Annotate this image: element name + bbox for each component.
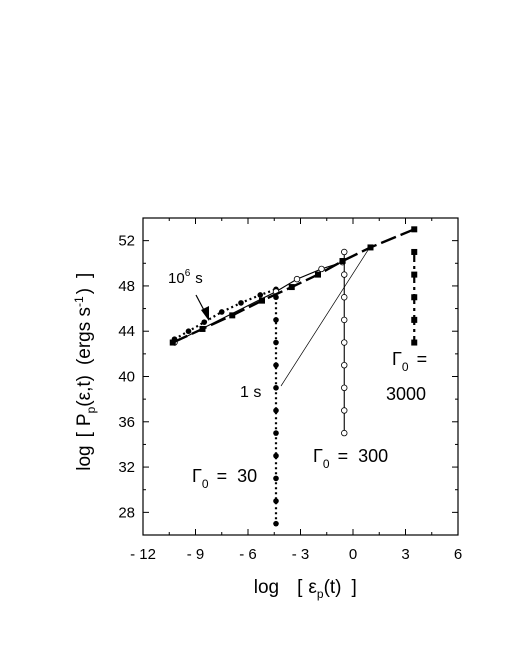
label-10e6s-unit: s xyxy=(195,270,203,287)
label-gamma3000: Γ0 = xyxy=(392,349,427,374)
data-point xyxy=(288,284,295,291)
data-point xyxy=(273,385,279,391)
x-tick-label: - 6 xyxy=(239,546,257,563)
y-tick-label: 52 xyxy=(118,233,135,250)
x-axis-title-t: (t) xyxy=(324,577,342,598)
gamma300-symbol: Γ xyxy=(313,446,323,466)
data-point xyxy=(341,339,348,346)
y-axis-title-exp: -1 xyxy=(72,296,86,307)
series-group xyxy=(169,226,418,527)
data-point xyxy=(411,271,418,278)
y-axis-title-args: (ε,t) xyxy=(74,375,95,407)
data-point xyxy=(273,430,279,436)
gamma30-sub: 0 xyxy=(202,477,209,491)
y-axis-title-rparen: ) xyxy=(74,288,95,294)
label-gamma3000-value: 3000 xyxy=(386,384,426,404)
annotation-leaders xyxy=(195,246,371,387)
data-point xyxy=(273,407,279,414)
data-point xyxy=(341,248,348,256)
data-point xyxy=(341,271,348,278)
data-point xyxy=(257,292,264,298)
y-tick-label: 40 xyxy=(118,369,135,386)
y-axis-title-rbracket: ] xyxy=(74,273,95,278)
plot-frame xyxy=(142,217,459,536)
label-10e6s-base: 10 xyxy=(168,270,185,287)
data-point xyxy=(273,317,279,323)
data-point xyxy=(293,275,301,283)
data-point xyxy=(273,362,279,368)
y-tick-label: 44 xyxy=(118,323,135,340)
data-point xyxy=(273,339,279,346)
x-axis-title-lbracket: [ xyxy=(297,577,303,598)
x-tick-label: 0 xyxy=(349,546,357,563)
data-point xyxy=(273,452,279,459)
data-point xyxy=(273,475,279,482)
gamma30-symbol: Γ xyxy=(192,466,202,486)
y-tick-label: 36 xyxy=(118,414,135,431)
data-point xyxy=(229,312,236,319)
y-axis-title-P: P xyxy=(74,413,95,426)
data-point xyxy=(411,226,418,233)
x-axis-title-epsilon: ε xyxy=(308,577,317,598)
data-point xyxy=(259,297,265,304)
x-tick-label: - 12 xyxy=(130,546,156,563)
x-axis-title-sub: p xyxy=(317,587,324,601)
data-point xyxy=(273,498,279,504)
data-point xyxy=(367,244,374,251)
data-point xyxy=(341,384,348,392)
label-10e6s-exp: 6 xyxy=(185,268,191,279)
data-point xyxy=(339,258,346,265)
label-gamma300: Γ0 = 300 xyxy=(313,446,388,471)
gamma3000-text: = xyxy=(417,349,428,369)
data-point xyxy=(411,316,418,323)
data-point xyxy=(341,294,348,301)
data-point xyxy=(411,248,418,255)
x-tick-label: - 3 xyxy=(292,546,310,563)
x-axis-title: log [εp(t)] xyxy=(227,577,372,601)
data-point xyxy=(238,300,244,306)
data-point xyxy=(185,328,192,335)
annotation-leader-1s xyxy=(280,246,371,387)
y-tick-label: 32 xyxy=(118,459,135,476)
x-tick-label: 3 xyxy=(401,546,409,563)
gamma30-text: = 30 xyxy=(217,466,258,486)
y-axis-title-sub: p xyxy=(84,406,98,413)
label-10e6s: 106 s xyxy=(168,268,203,287)
y-axis-title-units: (ergs s xyxy=(74,307,95,365)
gamma3000-sub: 0 xyxy=(402,360,409,374)
x-axis-title-log: log xyxy=(254,577,279,598)
x-axis-title-rbracket: ] xyxy=(352,577,357,598)
y-axis-title-lbracket: [ xyxy=(74,431,95,437)
label-gamma30: Γ0 = 30 xyxy=(192,466,257,491)
data-point xyxy=(315,271,321,278)
data-point xyxy=(341,361,348,369)
data-point xyxy=(169,339,176,346)
data-point xyxy=(341,407,348,414)
data-point xyxy=(199,325,206,332)
y-axis-title: log [ Pp(ε,t) (ergs s-1)] xyxy=(72,257,98,497)
data-point xyxy=(411,294,418,301)
data-point xyxy=(201,319,208,325)
data-point xyxy=(273,520,279,527)
data-point xyxy=(341,316,348,324)
gamma3000-symbol: Γ xyxy=(392,349,402,369)
arrow-head-10e6s xyxy=(201,306,209,321)
gamma300-text: = 300 xyxy=(338,446,389,466)
y-axis-title-log: log xyxy=(74,445,95,470)
label-1s: 1 s xyxy=(240,384,261,401)
data-point xyxy=(218,309,225,315)
y-tick-label: 48 xyxy=(118,278,135,295)
x-tick-label: - 9 xyxy=(187,546,205,563)
data-point xyxy=(341,429,348,437)
gamma300-sub: 0 xyxy=(323,457,330,471)
x-tick-label: 6 xyxy=(454,546,462,563)
y-tick-label: 28 xyxy=(118,504,135,521)
data-point xyxy=(318,265,325,273)
data-point xyxy=(411,339,418,346)
